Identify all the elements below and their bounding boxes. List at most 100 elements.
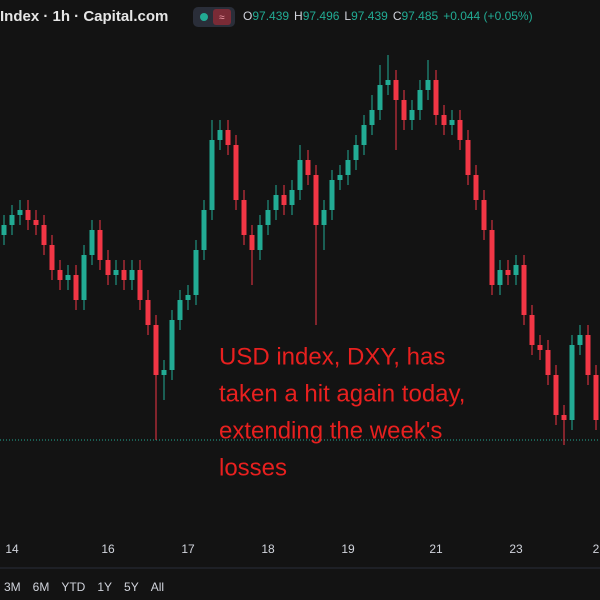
candle-body <box>233 145 239 200</box>
candle-body <box>561 415 567 420</box>
candle-body <box>401 100 407 120</box>
candle-body <box>217 130 223 140</box>
candle-body <box>177 300 183 320</box>
candle-body <box>113 270 119 275</box>
x-tick-label: 18 <box>261 542 275 556</box>
candle-body <box>249 235 255 250</box>
candle-body <box>17 210 23 215</box>
ohlc-text: O97.439 H97.496 L97.439 C97.485 +0.044 (+0.0… <box>243 9 533 23</box>
range-button[interactable]: All <box>151 580 164 594</box>
candle-body <box>513 265 519 275</box>
candle-body <box>305 160 311 175</box>
x-tick-label: 23 <box>509 542 523 556</box>
candle-body <box>585 335 591 375</box>
candle-body <box>577 335 583 345</box>
ohlc-label: L <box>344 9 351 23</box>
range-button[interactable]: 1Y <box>97 580 112 594</box>
candle-body <box>121 270 127 280</box>
ohlc-label: C <box>393 9 402 23</box>
range-button[interactable]: 3M <box>4 580 21 594</box>
candle-body <box>529 315 535 345</box>
candle-body <box>25 210 31 220</box>
candle-body <box>153 325 159 375</box>
candle-body <box>569 345 575 420</box>
candle-body <box>1 225 7 235</box>
candle-body <box>49 245 55 270</box>
ohlc-label: O <box>243 9 252 23</box>
candle-body <box>337 175 343 180</box>
candle-body <box>97 230 103 260</box>
candle-body <box>33 220 39 225</box>
candle-body <box>545 350 551 375</box>
x-tick-label: 14 <box>5 542 19 556</box>
candle-body <box>297 160 303 190</box>
range-button[interactable]: 6M <box>33 580 50 594</box>
candle-body <box>129 270 135 280</box>
candle-body <box>281 195 287 205</box>
alert-icon[interactable] <box>213 9 231 25</box>
candle-body <box>57 270 63 280</box>
chart-area: 14 16 17 18 19 21 23 2 USD index, DXY, has taken … <box>0 55 600 556</box>
candle-body <box>81 255 87 300</box>
candle-body <box>377 85 383 110</box>
ohlc-value: 97.439 <box>351 9 388 23</box>
candle-body <box>417 90 423 110</box>
market-status-dot <box>200 13 208 21</box>
candle-body <box>409 110 415 120</box>
candle-body <box>369 110 375 125</box>
candle-body <box>505 270 511 275</box>
candle-body <box>257 225 263 250</box>
candle-body <box>265 210 271 225</box>
candle-body <box>497 270 503 285</box>
candle-body <box>473 175 479 200</box>
annotation-line: taken a hit again today, <box>219 380 465 407</box>
candle-body <box>465 140 471 175</box>
candle-body <box>73 275 79 300</box>
ohlc-readout: O97.439 H97.496 L97.439 C97.485 +0.044 (+0.0… <box>243 9 533 23</box>
ohlc-label: H <box>294 9 303 23</box>
candle-body <box>313 175 319 225</box>
candle-body <box>225 130 231 145</box>
ohlc-value: 97.485 <box>401 9 438 23</box>
x-tick-label: 21 <box>429 542 443 556</box>
range-button[interactable]: 5Y <box>124 580 139 594</box>
candle-body <box>201 210 207 250</box>
ohlc-value: 97.439 <box>252 9 289 23</box>
x-tick-label: 19 <box>341 542 355 556</box>
candle-body <box>385 80 391 85</box>
x-tick-label: 16 <box>101 542 115 556</box>
candle-body <box>169 320 175 370</box>
candle-body <box>241 200 247 235</box>
annotation-line: extending the week's <box>219 417 442 444</box>
candle-body <box>329 180 335 210</box>
candle-body <box>289 190 295 205</box>
range-bar: 3M 6M YTD 1Y 5Y All <box>4 580 164 594</box>
candle-body <box>433 80 439 115</box>
candle-body <box>145 300 151 325</box>
candle-body <box>89 230 95 255</box>
candle-body <box>65 275 71 280</box>
ohlc-change: +0.044 (+0.05%) <box>443 9 532 23</box>
candle-body <box>425 80 431 90</box>
candle-body <box>449 120 455 125</box>
candle-body <box>353 145 359 160</box>
x-tick-label: 17 <box>181 542 195 556</box>
candle-body <box>273 195 279 210</box>
candle-body <box>9 215 15 225</box>
candle-body <box>161 370 167 375</box>
candle-body <box>593 375 599 420</box>
candle-body <box>209 140 215 210</box>
candle-body <box>185 295 191 300</box>
annotation-line: USD index, DXY, has <box>219 343 445 370</box>
candle-body <box>345 160 351 175</box>
alert-icon-glyph: ≈ <box>219 13 225 24</box>
candle-body <box>193 250 199 295</box>
candle-body <box>457 120 463 140</box>
range-button[interactable]: YTD <box>61 580 85 594</box>
candle-body <box>489 230 495 285</box>
ohlc-value: 97.496 <box>303 9 340 23</box>
candle-body <box>321 210 327 225</box>
